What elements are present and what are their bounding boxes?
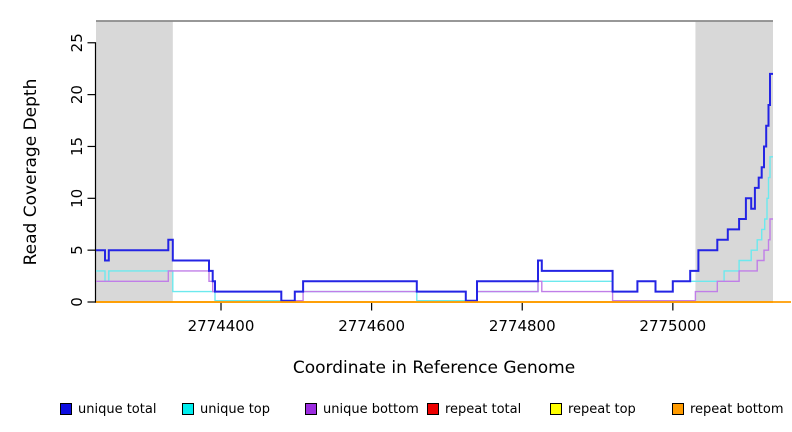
x-tick-label: 2774400	[188, 317, 255, 335]
y-tick-label: 20	[68, 85, 86, 104]
series-line-unique-total	[96, 72, 773, 302]
y-tick-label: 10	[68, 189, 86, 208]
shaded-region	[695, 21, 773, 303]
y-tick-label: 15	[68, 137, 86, 156]
series-line-unique-bottom	[96, 218, 773, 302]
y-tick-label: 0	[68, 297, 86, 307]
series-line-unique-top	[96, 156, 773, 302]
x-tick-label: 2774800	[489, 317, 556, 335]
y-axis-label: Read Coverage Depth	[21, 78, 41, 266]
y-tick-label: 25	[68, 33, 86, 52]
x-tick-label: 2775000	[639, 317, 706, 335]
x-tick-label: 2774600	[338, 317, 405, 335]
y-tick-label: 5	[68, 245, 86, 255]
x-axis-label: Coordinate in Reference Genome	[292, 358, 576, 378]
